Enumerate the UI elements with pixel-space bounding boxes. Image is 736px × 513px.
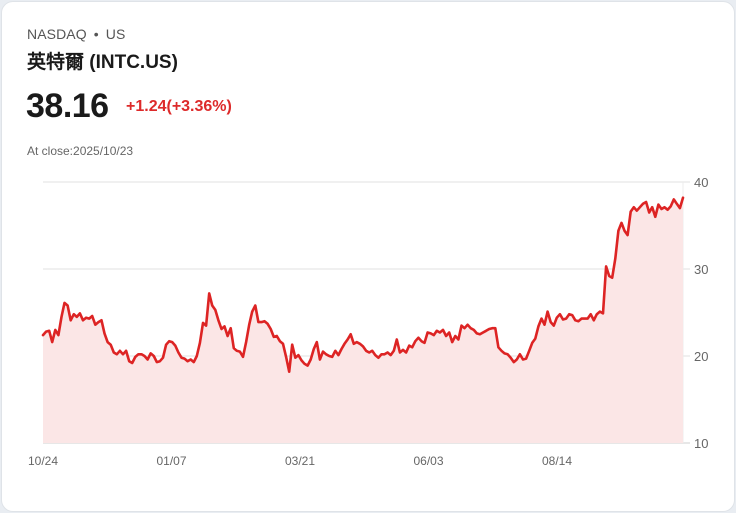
exchange-name: NASDAQ xyxy=(27,26,87,42)
exchange-line: NASDAQ • US xyxy=(27,26,125,42)
price-line xyxy=(41,196,685,373)
x-axis-labels: 10/24 01/07 03/21 06/03 08/14 xyxy=(28,454,572,468)
price-area-fill xyxy=(43,197,683,443)
x-tick-label: 03/21 xyxy=(285,454,315,468)
current-price: 38.16 xyxy=(26,87,109,125)
y-tick-label: 30 xyxy=(694,262,708,277)
x-tick-label: 01/07 xyxy=(157,454,187,468)
x-tick-label: 08/14 xyxy=(542,454,572,468)
separator-dot: • xyxy=(93,26,99,42)
x-tick-label: 10/24 xyxy=(28,454,58,468)
region-label: US xyxy=(105,26,126,42)
y-tick-label: 20 xyxy=(694,349,708,364)
price-change: +1.24(+3.36%) xyxy=(126,98,232,115)
stock-title: 英特爾 (INTC.US) xyxy=(27,52,178,73)
y-tick-label: 10 xyxy=(694,436,708,451)
close-date: At close:2025/10/23 xyxy=(27,144,134,158)
x-tick-label: 06/03 xyxy=(414,454,444,468)
y-axis-labels: 10 20 30 40 xyxy=(694,175,708,451)
y-tick-label: 40 xyxy=(694,175,708,190)
